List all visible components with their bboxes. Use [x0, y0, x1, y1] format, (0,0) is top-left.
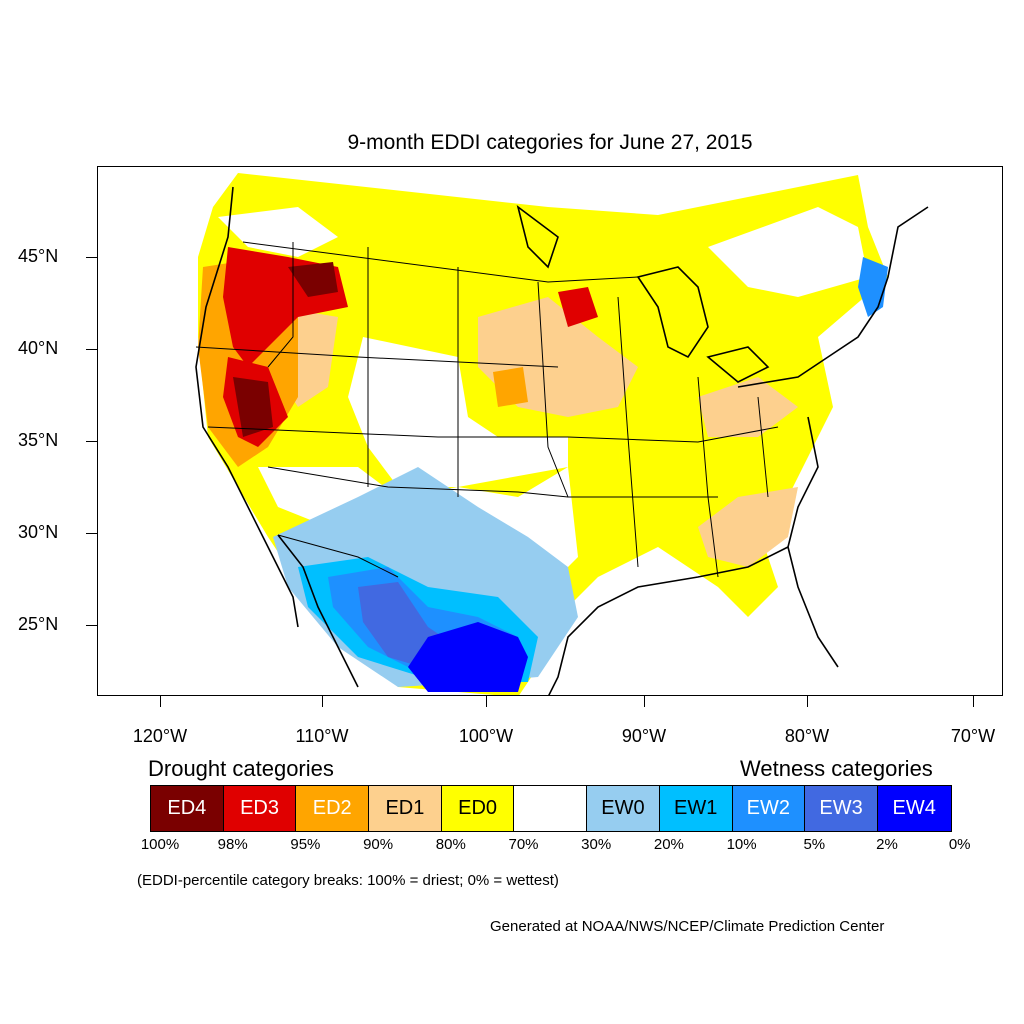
ew4-texas-mexico [408, 622, 528, 692]
lat-tick [86, 441, 97, 442]
lon-label-100: 100°W [458, 726, 514, 746]
lon-tick [486, 696, 487, 707]
coastlines [195, 186, 929, 695]
legend-cell-neutral [514, 786, 588, 831]
credit-line: Generated at NOAA/NWS/NCEP/Climate Predi… [490, 918, 885, 935]
lat-label-35: 35°N [18, 430, 59, 450]
wetness-categories-title: Wetness categories [740, 756, 933, 781]
percentile-break-label: 2% [876, 836, 898, 853]
legend-cell-ew3: EW3 [805, 786, 878, 831]
percentile-break-label: 98% [217, 836, 248, 853]
category-legend: ED4 ED3 ED2 ED1 ED0 EW0 EW1 EW2 EW3 EW4 [150, 785, 952, 832]
percentile-break-label: 70% [508, 836, 539, 853]
lat-tick [86, 349, 97, 350]
lat-tick [86, 533, 97, 534]
legend-cell-ed3: ED3 [223, 786, 297, 831]
legend-cell-ew2: EW2 [732, 786, 806, 831]
legend-cell-ew4: EW4 [877, 786, 951, 831]
percentile-break-label: 30% [581, 836, 612, 853]
legend-cell-ed2: ED2 [296, 786, 370, 831]
lat-label-30: 30°N [18, 522, 59, 542]
lon-label-80: 80°W [784, 726, 830, 746]
ed4-nevada [233, 377, 273, 437]
lon-label-120: 120°W [132, 726, 188, 746]
lon-tick [322, 696, 323, 707]
legend-cell-ew1: EW1 [659, 786, 733, 831]
lon-tick [807, 696, 808, 707]
state-borders [195, 241, 779, 578]
legend-cell-ew0: EW0 [587, 786, 660, 831]
drought-categories-title: Drought categories [148, 756, 334, 781]
lon-label-110: 110°W [295, 726, 349, 746]
percentile-break-label: 80% [435, 836, 466, 853]
legend-cell-ed4: ED4 [151, 786, 224, 831]
percentile-break-label: 20% [653, 836, 684, 853]
lat-label-40: 40°N [18, 338, 59, 358]
map-title: 9-month EDDI categories for June 27, 201… [347, 131, 753, 154]
category-note: (EDDI-percentile category breaks: 100% =… [137, 872, 559, 889]
lon-tick [973, 696, 974, 707]
lon-tick [644, 696, 645, 707]
percentile-break-label: 0% [948, 836, 971, 853]
percentile-break-label: 5% [803, 836, 826, 853]
lon-tick [160, 696, 161, 707]
eddi-map [195, 173, 929, 695]
percentile-break-label: 100% [140, 836, 180, 853]
ew2-maine [858, 257, 888, 317]
ed1-southeast [698, 487, 798, 567]
ed3-minnesota [558, 287, 598, 327]
ed1-ohio [698, 377, 798, 437]
lon-label-90: 90°W [621, 726, 667, 746]
percentile-break-label: 95% [290, 836, 321, 853]
neutral-area-ne [708, 207, 868, 297]
percentile-break-label: 10% [726, 836, 757, 853]
lat-tick [86, 625, 97, 626]
lat-label-25: 25°N [18, 614, 59, 634]
ed4-idaho [288, 262, 338, 297]
neutral-area-north [218, 207, 338, 257]
legend-cell-ed1: ED1 [369, 786, 442, 831]
legend-cell-ed0: ED0 [441, 786, 515, 831]
lat-label-45: 45°N [18, 246, 59, 266]
percentile-break-label: 90% [363, 836, 394, 853]
lat-tick [86, 257, 97, 258]
ed2-plains [493, 367, 528, 407]
map-panel[interactable] [97, 166, 1003, 696]
lon-label-70: 70°W [950, 726, 996, 746]
